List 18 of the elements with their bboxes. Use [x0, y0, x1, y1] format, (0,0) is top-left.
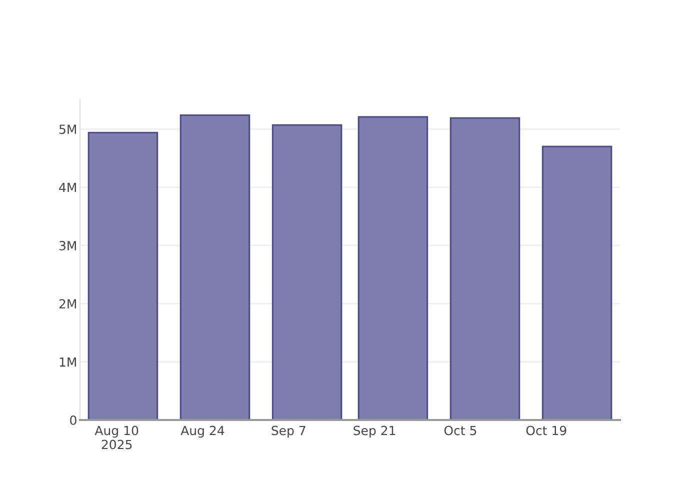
x-tick-label: Oct 19 [526, 426, 566, 436]
bar [542, 146, 612, 420]
y-tick-label: 2M [59, 299, 76, 308]
bar [88, 132, 158, 420]
x-tick-label: Oct 5 [444, 426, 476, 436]
x-tick-label: Aug 10 2025 [94, 426, 138, 450]
x-tick-label: Sep 7 [272, 426, 306, 438]
y-tick-label: 3M [59, 240, 76, 250]
bar [450, 117, 520, 420]
y-tick-label: 0 [70, 415, 76, 425]
y-tick-label: 1M [60, 357, 76, 367]
x-tick-label: Aug 24 [180, 426, 224, 438]
x-tick-label: Sep 21 [354, 426, 396, 438]
y-tick-label: 5M [59, 124, 76, 134]
bar [358, 116, 428, 420]
bar [180, 114, 250, 420]
y-tick-label: 4M [59, 182, 76, 192]
bar [272, 124, 342, 420]
